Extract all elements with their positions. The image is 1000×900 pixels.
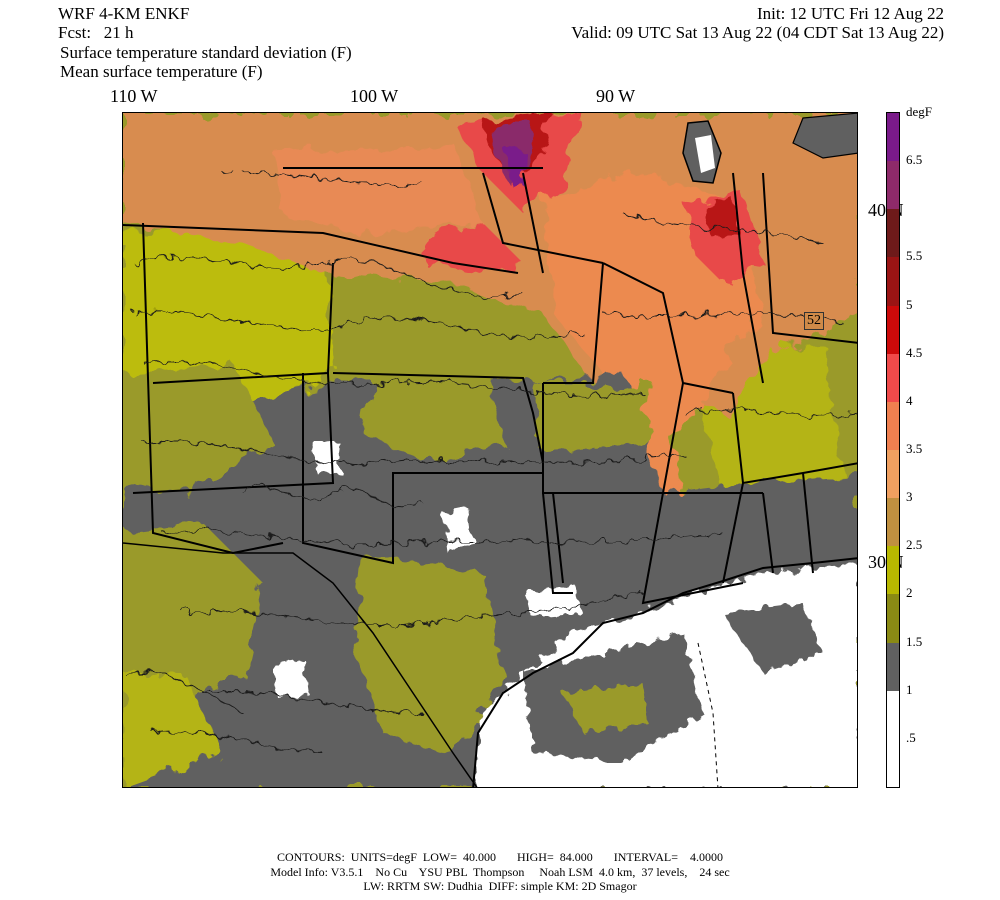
colorbar-segment: [887, 450, 899, 499]
valid-time: Valid: 09 UTC Sat 13 Aug 22 (04 CDT Sat …: [571, 23, 944, 42]
colorbar-segment: [887, 353, 899, 403]
colorbar-segment: [887, 305, 899, 355]
colorbar-segment: [887, 546, 899, 595]
lake-erie-region: [792, 113, 857, 159]
colorbar-segment: [887, 594, 899, 644]
colorbar-tick-label: .5: [906, 729, 916, 745]
colorbar-tick-label: 2: [906, 585, 913, 601]
state-boundaries: [123, 167, 857, 605]
colorbar-tick-label: 3: [906, 489, 913, 505]
colorbar-tick-label: 6.5: [906, 152, 923, 168]
map-canvas: [123, 113, 857, 787]
colorbar-segment: [887, 738, 899, 788]
colorbar-segment: [887, 113, 899, 162]
forecast-hour: Fcst: 21 h: [58, 23, 134, 42]
model-title: WRF 4-KM ENKF: [58, 4, 190, 23]
init-time: Init: 12 UTC Fri 12 Aug 22: [756, 4, 944, 23]
temperature-contours: [123, 170, 857, 754]
colorbar-segment: [887, 209, 899, 258]
colorbar-segment: [887, 642, 899, 692]
map-panel: [122, 112, 858, 788]
colorbar-segment: [887, 498, 899, 547]
lon-label-110w: 110 W: [110, 86, 158, 106]
colorbar-tick-label: 3.5: [906, 441, 923, 456]
footer-physics: LW: RRTM SW: Dudhia DIFF: simple KM: 2D …: [363, 879, 637, 893]
colorbar: [886, 112, 900, 788]
lon-label-100w: 100 W: [350, 86, 399, 106]
field-title-shaded: Surface temperature standard deviation (…: [60, 43, 352, 62]
colorbar-tick-label: 5: [906, 296, 913, 312]
colorbar-segment: [887, 401, 899, 451]
colorbar-segment: [887, 257, 899, 307]
lake-michigan-inner: [695, 135, 715, 173]
colorbar-segment: [887, 690, 899, 740]
colorbar-unit: degF: [906, 104, 932, 119]
station-badge: 52: [804, 312, 824, 330]
colorbar-tick-label: 2.5: [906, 537, 923, 553]
field-title-contours: Mean surface temperature (F): [60, 62, 263, 81]
colorbar-tick-label: 1: [906, 681, 913, 697]
footer-contours: CONTOURS: UNITS=degF LOW= 40.000 HIGH= 8…: [277, 850, 723, 864]
international-border: [123, 542, 478, 787]
colorbar-tick-label: 4: [906, 392, 913, 408]
lon-label-90w: 90 W: [596, 86, 636, 106]
footer-model-info: Model Info: V3.5.1 No Cu YSU PBL Thompso…: [270, 865, 730, 879]
colorbar-tick-label: 4.5: [906, 344, 923, 360]
colorbar-tick-label: 1.5: [906, 633, 923, 649]
coastline: [472, 557, 857, 787]
gulf-gray-blotches: [523, 603, 823, 763]
colorbar-segment: [887, 161, 899, 210]
colorbar-tick-label: 5.5: [906, 248, 923, 264]
maritime-boundary: [697, 642, 719, 787]
